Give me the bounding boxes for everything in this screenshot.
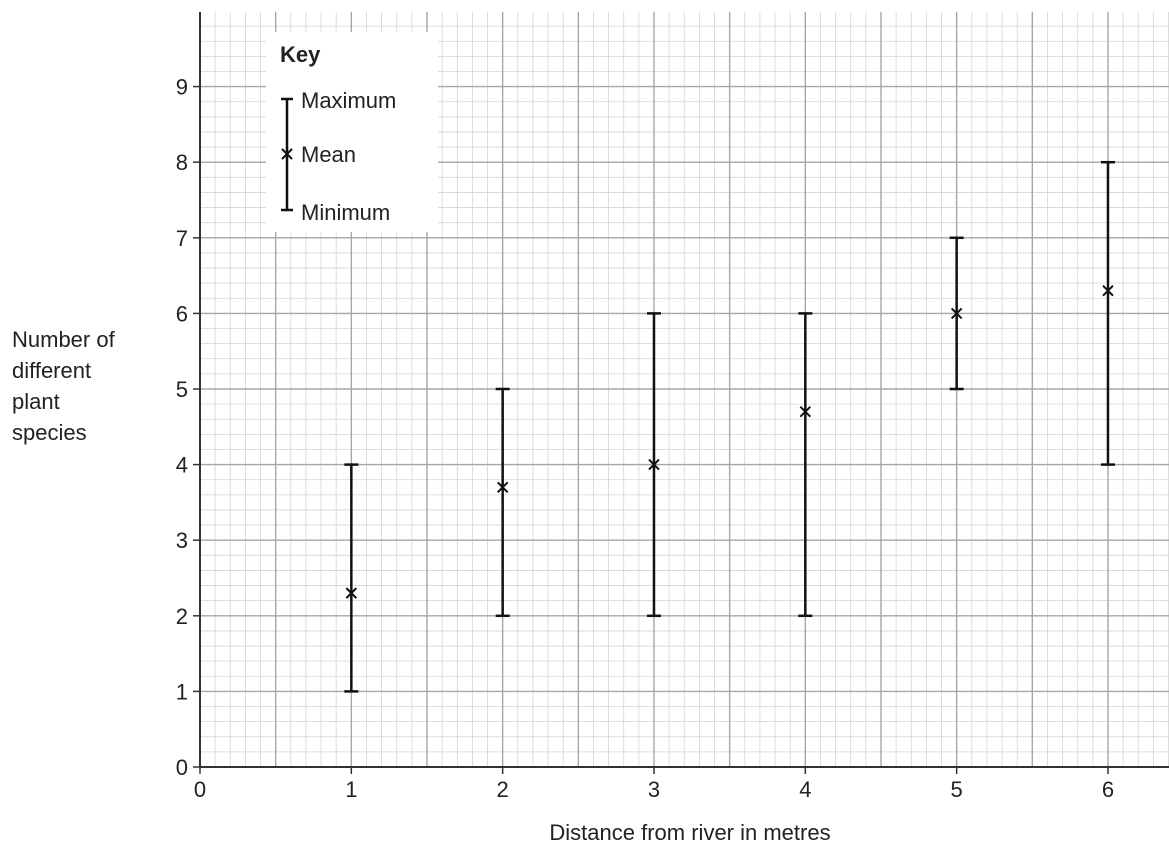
mean-marker — [648, 458, 660, 471]
mean-marker-stroke — [345, 587, 358, 599]
axes — [193, 12, 1169, 774]
y-tick-label: 1 — [176, 679, 188, 704]
x-tick-labels: 0 1 2 3 4 5 6 — [194, 777, 1114, 802]
mean-marker — [950, 307, 963, 320]
legend-mean-label: Mean — [301, 142, 356, 167]
legend-title: Key — [280, 42, 321, 67]
y-tick-label: 0 — [176, 755, 188, 780]
x-tick-label: 3 — [648, 777, 660, 802]
y-tick-label: 7 — [176, 226, 188, 251]
error-bar-series — [344, 160, 1115, 693]
error-bar-point — [344, 463, 359, 693]
y-tick-label: 4 — [176, 453, 188, 478]
mean-marker-stroke — [648, 458, 660, 471]
mean-marker-stroke — [496, 481, 509, 493]
y-axis-title-line-4: species — [12, 420, 87, 445]
error-bar-point — [798, 312, 813, 618]
mean-marker-stroke — [1102, 285, 1114, 297]
y-axis-title-line-3: plant — [12, 389, 60, 414]
x-axis-title: Distance from river in metres — [549, 820, 830, 843]
error-bar-point — [646, 312, 661, 618]
y-tick-label: 5 — [176, 377, 188, 402]
legend-box — [266, 32, 438, 232]
x-tick-label: 0 — [194, 777, 206, 802]
x-tick-label: 2 — [497, 777, 509, 802]
y-axis-title: Number of different plant species — [12, 327, 121, 445]
mean-marker — [496, 481, 509, 493]
mean-marker-stroke — [799, 405, 812, 418]
y-tick-label: 8 — [176, 150, 188, 175]
x-tick-label: 4 — [799, 777, 811, 802]
x-tick-label: 5 — [951, 777, 963, 802]
x-tick-label: 1 — [345, 777, 357, 802]
error-bar-point — [495, 387, 510, 618]
mean-marker — [345, 587, 358, 599]
y-axis-title-line-2: different — [12, 358, 91, 383]
y-tick-labels: 0 1 2 3 4 5 6 7 8 9 — [176, 75, 188, 780]
mean-marker-stroke — [950, 307, 963, 320]
error-bar-point — [949, 236, 964, 391]
x-tick-label: 6 — [1102, 777, 1114, 802]
y-tick-label: 3 — [176, 528, 188, 553]
mean-marker — [1102, 285, 1114, 297]
y-tick-label: 6 — [176, 301, 188, 326]
error-bar-point — [1100, 160, 1115, 466]
major-grid — [200, 12, 1169, 767]
y-axis-title-line-1: Number of — [12, 327, 116, 352]
y-tick-label: 2 — [176, 604, 188, 629]
legend-maximum-label: Maximum — [301, 88, 396, 113]
legend-mean-marker — [281, 148, 293, 160]
legend-minimum-label: Minimum — [301, 200, 390, 225]
y-tick-label: 9 — [176, 75, 188, 100]
legend: Key Maximum Mean Minimum — [266, 32, 438, 232]
mean-marker — [799, 405, 812, 418]
